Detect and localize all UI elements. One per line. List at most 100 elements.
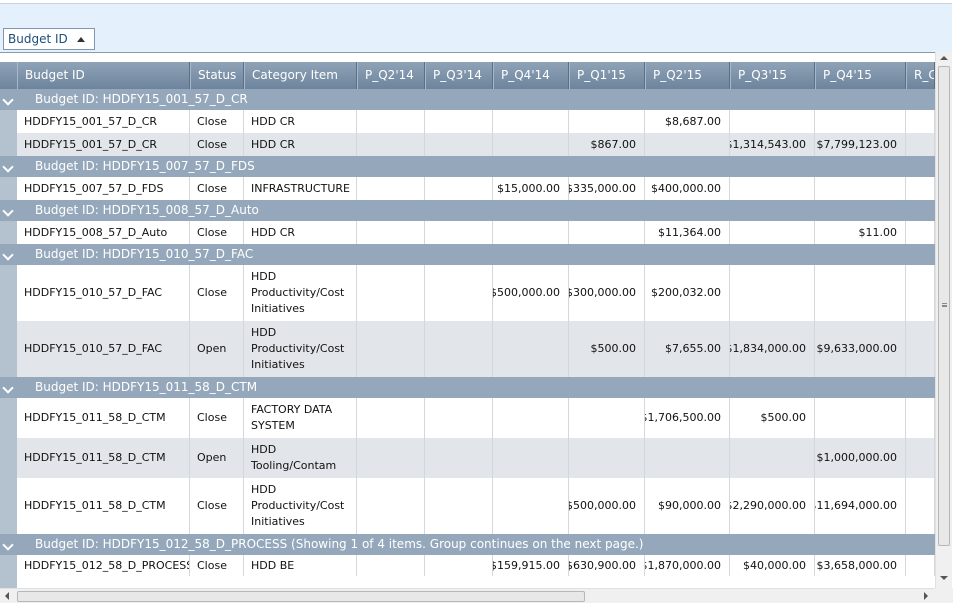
- table-cell[interactable]: HDD BE: [244, 555, 357, 576]
- table-row[interactable]: HDDFY15_010_57_D_FAC Close HDD Productivit…: [17, 265, 935, 321]
- table-cell[interactable]: $8,687.00: [645, 110, 730, 133]
- table-cell[interactable]: [493, 110, 569, 133]
- table-cell[interactable]: HDDFY15_011_58_D_CTM: [17, 398, 190, 438]
- column-header[interactable]: P_Q3'15: [730, 62, 815, 89]
- column-header[interactable]: Status: [190, 62, 244, 89]
- table-cell[interactable]: HDDFY15_010_57_D_FAC: [17, 265, 190, 321]
- table-row[interactable]: HDDFY15_001_57_D_CR Close HDD CR $8,687.00: [17, 110, 935, 133]
- group-header-row[interactable]: Budget ID: HDDFY15_011_58_D_CTM: [0, 377, 935, 398]
- table-cell[interactable]: HDDFY15_011_58_D_CTM: [17, 478, 190, 534]
- chevron-down-icon[interactable]: [2, 205, 14, 217]
- table-row[interactable]: HDDFY15_012_58_D_PROCESS Close HDD BE $159,…: [17, 555, 935, 576]
- scroll-left-arrow-icon[interactable]: [5, 592, 9, 600]
- table-cell[interactable]: [906, 438, 935, 478]
- table-cell[interactable]: HDD CR: [244, 133, 357, 156]
- table-cell[interactable]: [906, 321, 935, 377]
- table-cell[interactable]: Close: [190, 177, 244, 200]
- table-cell[interactable]: [906, 177, 935, 200]
- table-cell[interactable]: HDDFY15_008_57_D_Auto: [17, 221, 190, 244]
- table-cell[interactable]: Close: [190, 265, 244, 321]
- table-cell[interactable]: [425, 555, 493, 576]
- table-cell[interactable]: $1,870,000.00: [645, 555, 730, 576]
- table-cell[interactable]: $200,032.00: [645, 265, 730, 321]
- table-cell[interactable]: HDDFY15_007_57_D_FDS: [17, 177, 190, 200]
- table-cell[interactable]: [357, 265, 425, 321]
- table-cell[interactable]: $500.00: [569, 321, 645, 377]
- table-cell[interactable]: $90,000.00: [645, 478, 730, 534]
- group-chip-budget-id[interactable]: Budget ID: [3, 28, 95, 50]
- vertical-scroll-thumb[interactable]: [938, 66, 950, 546]
- table-cell[interactable]: HDDFY15_001_57_D_CR: [17, 110, 190, 133]
- table-cell[interactable]: $1,834,000.00: [730, 321, 815, 377]
- table-cell[interactable]: [906, 555, 935, 576]
- table-cell[interactable]: $1,000,000.00: [815, 438, 906, 478]
- table-cell[interactable]: [815, 110, 906, 133]
- table-cell[interactable]: [569, 438, 645, 478]
- table-cell[interactable]: $867.00: [569, 133, 645, 156]
- table-cell[interactable]: [425, 265, 493, 321]
- scroll-down-arrow-icon[interactable]: [940, 576, 948, 580]
- table-row[interactable]: HDDFY15_011_58_D_CTM Close FACTORY DATA SY…: [17, 398, 935, 438]
- table-cell[interactable]: Open: [190, 321, 244, 377]
- table-cell[interactable]: $335,000.00: [569, 177, 645, 200]
- table-cell[interactable]: [730, 177, 815, 200]
- column-header[interactable]: R_C: [906, 62, 935, 89]
- table-cell[interactable]: $1,314,543.00: [730, 133, 815, 156]
- table-cell[interactable]: HDD Productivity/Cost Initiatives: [244, 265, 357, 321]
- table-cell[interactable]: $300,000.00: [569, 265, 645, 321]
- table-cell[interactable]: Close: [190, 478, 244, 534]
- table-cell[interactable]: [906, 398, 935, 438]
- table-cell[interactable]: [357, 110, 425, 133]
- table-cell[interactable]: [730, 221, 815, 244]
- table-cell[interactable]: HDD Tooling/Contam: [244, 438, 357, 478]
- table-row[interactable]: HDDFY15_011_58_D_CTM Open HDD Tooling/Cont…: [17, 438, 935, 478]
- group-header-row[interactable]: Budget ID: HDDFY15_007_57_D_FDS: [0, 156, 935, 177]
- column-header[interactable]: P_Q2'15: [645, 62, 730, 89]
- table-cell[interactable]: HDD Productivity/Cost Initiatives: [244, 321, 357, 377]
- table-cell[interactable]: [493, 321, 569, 377]
- table-cell[interactable]: $400,000.00: [645, 177, 730, 200]
- table-cell[interactable]: [357, 133, 425, 156]
- table-cell[interactable]: [815, 177, 906, 200]
- table-cell[interactable]: HDDFY15_011_58_D_CTM: [17, 438, 190, 478]
- table-cell[interactable]: [906, 221, 935, 244]
- table-cell[interactable]: [425, 177, 493, 200]
- table-cell[interactable]: HDD CR: [244, 110, 357, 133]
- table-cell[interactable]: [906, 478, 935, 534]
- table-cell[interactable]: [645, 133, 730, 156]
- table-cell[interactable]: $1,706,500.00: [645, 398, 730, 438]
- table-row[interactable]: HDDFY15_011_58_D_CTM Close HDD Productivit…: [17, 478, 935, 534]
- horizontal-scroll-thumb[interactable]: [17, 591, 585, 602]
- table-cell[interactable]: [425, 133, 493, 156]
- table-cell[interactable]: HDD Productivity/Cost Initiatives: [244, 478, 357, 534]
- chevron-down-icon[interactable]: [2, 94, 14, 106]
- table-cell[interactable]: $15,000.00: [493, 177, 569, 200]
- group-header-row[interactable]: Budget ID: HDDFY15_001_57_D_CR: [0, 89, 935, 110]
- table-cell[interactable]: $500,000.00: [569, 478, 645, 534]
- group-header-row[interactable]: Budget ID: HDDFY15_008_57_D_Auto: [0, 200, 935, 221]
- table-cell[interactable]: HDDFY15_001_57_D_CR: [17, 133, 190, 156]
- table-cell[interactable]: [815, 398, 906, 438]
- table-cell[interactable]: [425, 398, 493, 438]
- table-cell[interactable]: [645, 438, 730, 478]
- table-cell[interactable]: HDD CR: [244, 221, 357, 244]
- table-cell[interactable]: $159,915.00: [493, 555, 569, 576]
- table-cell[interactable]: [493, 438, 569, 478]
- table-cell[interactable]: $7,655.00: [645, 321, 730, 377]
- table-cell[interactable]: [357, 221, 425, 244]
- scroll-right-arrow-icon[interactable]: [924, 592, 928, 600]
- column-header[interactable]: Budget ID: [17, 62, 190, 89]
- table-cell[interactable]: $2,290,000.00: [730, 478, 815, 534]
- table-cell[interactable]: $11.00: [815, 221, 906, 244]
- table-cell[interactable]: [357, 398, 425, 438]
- table-cell[interactable]: [906, 265, 935, 321]
- table-cell[interactable]: $3,658,000.00: [815, 555, 906, 576]
- table-cell[interactable]: [493, 133, 569, 156]
- table-cell[interactable]: Close: [190, 398, 244, 438]
- column-header[interactable]: Category Item: [244, 62, 357, 89]
- table-cell[interactable]: Close: [190, 133, 244, 156]
- table-cell[interactable]: Open: [190, 438, 244, 478]
- table-cell[interactable]: [493, 398, 569, 438]
- chevron-down-icon[interactable]: [2, 539, 14, 551]
- table-cell[interactable]: [425, 438, 493, 478]
